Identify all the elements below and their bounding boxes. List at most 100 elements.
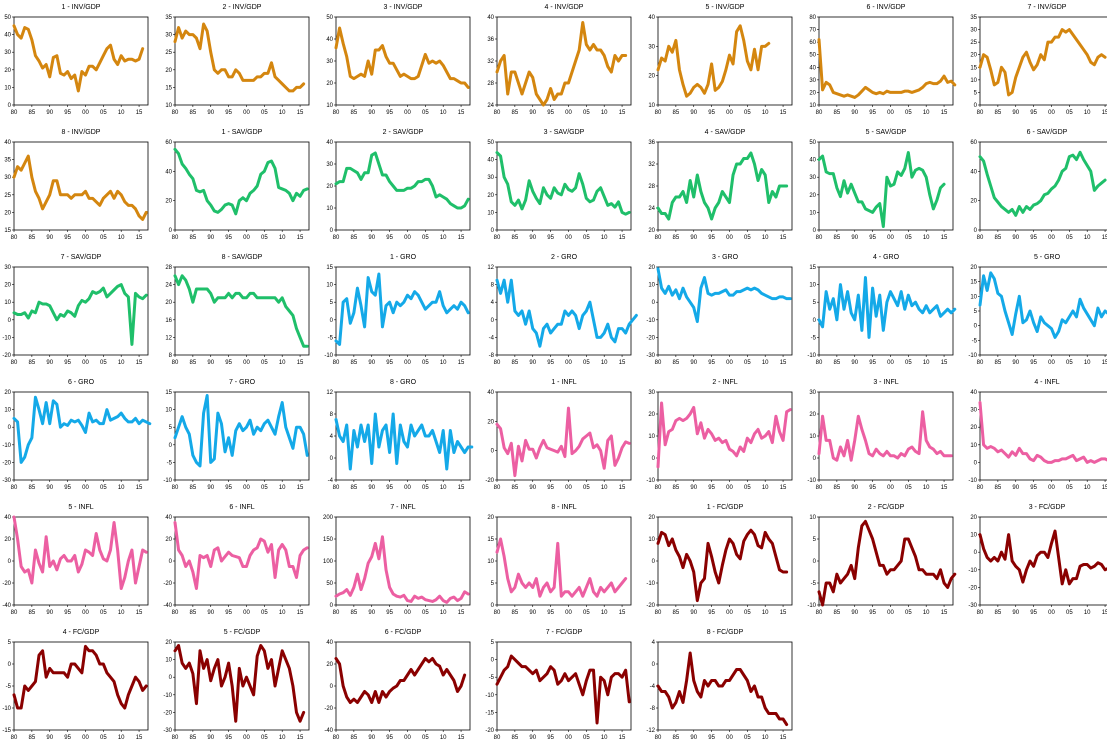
x-tick-label: 95 [869,235,876,241]
x-tick-label: 80 [977,485,984,491]
x-tick-label: 05 [1066,110,1073,116]
y-tick-label: 80 [809,15,816,21]
y-tick-label: 50 [326,15,333,21]
chart-panel: 6 - SAV/GDP 0 20 40 60 80 85 90 95 00 05 10 15 [966,125,1107,249]
x-tick-label: 00 [404,110,411,116]
x-tick-label: 80 [333,485,340,491]
x-tick-label: 00 [887,360,894,366]
chart-panel: 7 - INV/GDP 0 5 10 15 20 25 30 35 80 85 90 95 00 05 10 1… [966,0,1107,124]
x-tick-label: 85 [29,485,36,491]
x-tick-label: 95 [225,485,232,491]
x-tick-label: 10 [279,735,286,741]
x-tick-label: 05 [100,485,107,491]
y-tick-label: 36 [487,37,494,43]
chart-panel: 2 - FC/GDP -10 -5 0 5 10 80 85 90 95 00 05 10 15 [805,500,963,624]
y-tick-label: 50 [326,581,333,587]
y-tick-label: 10 [970,443,977,449]
x-tick-label: 85 [673,110,680,116]
plot-frame [174,141,310,231]
chart-svg: 2 - GRO -8 -4 0 4 8 12 80 85 90 95 00 05 10 15 [487,254,638,366]
series-line [817,38,957,99]
series-line [173,644,306,723]
x-tick-label: 10 [923,360,930,366]
x-tick-label: 90 [529,360,536,366]
y-tick-label: 40 [648,15,655,21]
x-tick-label: 05 [422,485,429,491]
chart-svg: 5 - INV/GDP 10 20 30 40 80 85 90 95 00 05 10 15 [648,4,793,116]
x-tick-label: 00 [82,610,89,616]
x-tick-label: 95 [225,610,232,616]
chart-title: 8 - INV/GDP [62,129,101,136]
y-tick-label: 24 [487,103,494,109]
y-tick-label: -5 [328,335,334,341]
y-tick-label: -5 [489,675,495,681]
y-tick-label: 0 [974,460,978,466]
y-tick-label: 20 [648,74,655,80]
y-tick-label: 40 [487,390,494,396]
x-tick-label: 95 [386,610,393,616]
y-tick-label: 0 [652,662,656,668]
x-tick-label: 15 [136,735,143,741]
y-tick-label: -40 [163,603,172,609]
x-tick-label: 90 [207,235,214,241]
y-tick-label: 40 [970,390,977,396]
x-tick-label: 10 [118,485,125,491]
x-tick-label: 85 [995,610,1002,616]
y-tick-label: 20 [970,515,977,521]
y-tick-label: 0 [652,559,656,565]
y-tick-label: 20 [487,419,494,425]
x-tick-label: 15 [297,360,304,366]
y-tick-label: 40 [4,33,11,39]
y-tick-label: -10 [968,568,977,574]
plot-frame [657,141,793,231]
chart-panel: 5 - SAV/GDP 0 10 20 30 40 50 80 85 90 95 00 05 10 15 [805,125,963,249]
x-tick-label: 10 [1084,360,1091,366]
y-tick-label: 0 [813,559,817,565]
x-tick-label: 15 [136,110,143,116]
y-tick-label: 24 [165,283,172,289]
x-tick-label: 85 [512,110,519,116]
series-line [978,271,1107,339]
x-tick-label: 90 [690,735,697,741]
y-tick-label: 0 [330,228,334,234]
y-tick-label: -30 [2,478,11,484]
chart-title: 3 - GRO [712,254,739,261]
x-tick-label: 80 [977,235,984,241]
y-tick-label: 0 [813,456,817,462]
x-tick-label: 95 [547,735,554,741]
y-tick-label: 5 [8,640,12,646]
y-tick-label: -30 [968,603,977,609]
x-tick-label: 00 [1048,610,1055,616]
y-tick-label: 25 [970,40,977,46]
y-tick-label: 0 [8,103,12,109]
y-tick-label: -20 [324,706,333,712]
x-tick-label: 80 [977,610,984,616]
y-tick-label: 15 [970,65,977,71]
x-tick-label: 80 [494,610,501,616]
y-tick-label: 50 [809,53,816,59]
x-tick-label: 00 [726,360,733,366]
x-tick-label: 05 [261,485,268,491]
x-tick-label: 95 [64,360,71,366]
y-tick-label: 20 [165,300,172,306]
y-tick-label: 20 [4,210,11,216]
series-line [495,654,631,725]
x-tick-label: 15 [941,485,948,491]
x-tick-label: 90 [529,235,536,241]
x-tick-label: 00 [82,235,89,241]
chart-svg: 1 - INFL -20 0 20 40 80 85 90 95 00 05 10 15 [485,379,632,491]
x-tick-label: 80 [172,610,179,616]
y-tick-label: 10 [648,103,655,109]
x-tick-label: 90 [529,110,536,116]
chart-svg: 6 - FC/GDP -40 -20 0 20 40 80 85 90 95 00 05 10 15 [324,629,471,741]
x-tick-label: 15 [458,360,465,366]
x-tick-label: 85 [190,485,197,491]
y-tick-label: 20 [809,412,816,418]
y-tick-label: -10 [646,581,655,587]
series-line [656,267,792,324]
x-tick-label: 80 [655,485,662,491]
x-tick-label: 90 [1012,235,1019,241]
series-line [978,529,1107,586]
x-tick-label: 90 [529,735,536,741]
